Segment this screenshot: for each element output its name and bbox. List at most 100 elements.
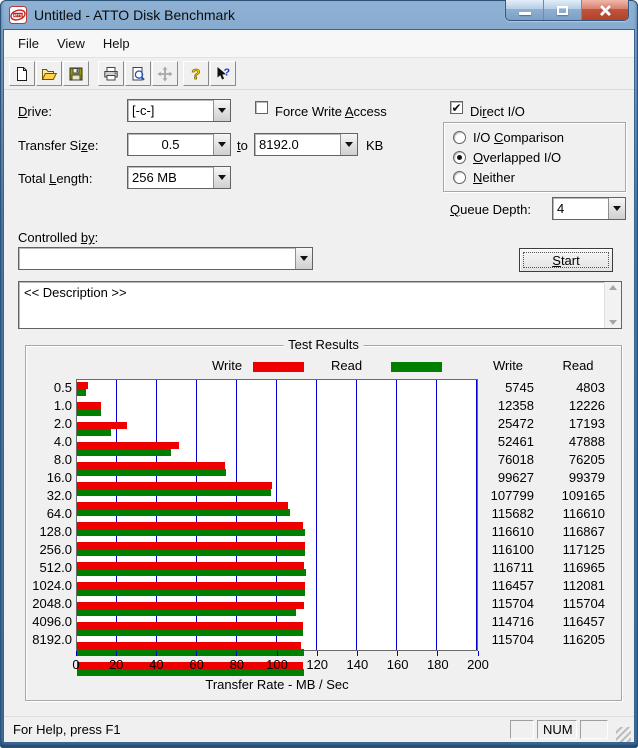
menubar: File View Help (4, 30, 634, 58)
io-comparison-radio[interactable] (453, 131, 466, 144)
read-value: 109165 (561, 488, 605, 503)
write-value-column: 5745 12358 25472 52461 76018 99627 107799 11568… (446, 379, 534, 649)
plot-row (77, 542, 477, 560)
move-arrows-icon (157, 66, 173, 81)
scroll-up-icon (609, 285, 617, 290)
menu-view[interactable]: View (56, 36, 85, 51)
read-bar (77, 409, 101, 416)
force-write-access-checkbox[interactable] (255, 101, 268, 114)
app-icon: ATTO (9, 6, 27, 24)
x-tick-mark (115, 651, 117, 656)
neither-label: Neither (473, 170, 515, 185)
x-tick-label: 160 (386, 657, 409, 672)
print-button[interactable] (98, 61, 124, 86)
maximize-button[interactable] (544, 0, 582, 20)
row-label: 4096.0 (32, 614, 72, 629)
print-preview-button[interactable] (125, 61, 151, 86)
controlled-by-select[interactable] (18, 247, 313, 270)
write-bar (77, 582, 305, 589)
write-value: 5745 (505, 380, 534, 395)
transfer-size-from-value: 0.5 (161, 137, 180, 152)
x-tick-label: 100 (266, 657, 288, 672)
neither-radio[interactable] (453, 171, 466, 184)
legend-write-label: Write (212, 358, 243, 373)
maximize-icon (557, 5, 568, 15)
menu-help[interactable]: Help (102, 36, 130, 51)
row-label: 2.0 (53, 416, 72, 431)
plot-row (77, 482, 477, 500)
focus-rect (523, 252, 609, 268)
plot-row (77, 402, 477, 420)
x-tick-label: 40 (149, 657, 164, 672)
read-bar (77, 529, 305, 536)
drive-select[interactable]: [-c-] (127, 99, 231, 122)
read-bar (77, 389, 87, 396)
plot-row (77, 422, 477, 440)
read-value-column: 4803 12226 17193 47888 76205 99379 109165 11661… (537, 379, 605, 649)
read-bar (77, 509, 291, 516)
read-bar (77, 649, 305, 656)
description-box[interactable]: << Description >> (18, 281, 622, 329)
queue-depth-dropdown-arrow[interactable] (608, 198, 625, 219)
row-label: 1.0 (53, 398, 72, 413)
transfer-to-dropdown-arrow[interactable] (340, 134, 357, 155)
read-column-header: Read (562, 358, 594, 373)
queue-depth-label: Queue Depth: (450, 202, 531, 217)
description-scrollbar[interactable] (604, 282, 621, 328)
chevron-down-icon (345, 142, 353, 147)
svg-text:?: ? (224, 66, 230, 78)
transfer-size-to-select[interactable]: 8192.0 (254, 133, 358, 156)
status-panel-scrl (580, 720, 608, 739)
total-length-dropdown-arrow[interactable] (213, 167, 230, 188)
print-preview-icon (132, 66, 145, 80)
help-icon: ? (191, 66, 201, 82)
plot-row (77, 442, 477, 460)
close-button[interactable] (582, 0, 628, 20)
plot-row (77, 642, 477, 660)
drive-dropdown-arrow[interactable] (213, 100, 230, 121)
row-label: 512.0 (39, 560, 72, 575)
transfer-size-from-select[interactable]: 0.5 (127, 133, 231, 156)
controlled-by-label: Controlled by: (18, 230, 99, 245)
write-bar (77, 502, 288, 509)
x-tick-mark (155, 651, 157, 656)
window-title: Untitled - ATTO Disk Benchmark (34, 7, 235, 23)
description-text: << Description >> (24, 285, 127, 300)
caption-buttons (505, 0, 629, 21)
legend-write-swatch (253, 362, 304, 372)
read-bar (77, 449, 171, 456)
statusbar: For Help, press F1 NUM (4, 716, 634, 742)
read-value: 47888 (568, 434, 605, 449)
open-button[interactable] (36, 61, 62, 86)
menu-file[interactable]: File (18, 36, 39, 51)
context-help-button[interactable]: ? (210, 61, 236, 86)
move-button[interactable] (152, 61, 178, 86)
x-axis: 0 20 40 60 80 100 120 140 160 180 200 (72, 651, 489, 677)
new-button[interactable] (9, 61, 35, 86)
resize-grip[interactable] (616, 727, 631, 742)
save-button[interactable] (63, 61, 89, 86)
write-value: 115704 (491, 596, 534, 611)
total-length-label: Total Length: (18, 171, 93, 186)
start-button[interactable]: Start (519, 248, 613, 272)
row-label-column: 0.5 1.0 2.0 4.0 8.0 16.0 32.0 64.0 128.0 256.0 512… (26, 379, 72, 649)
minimize-button[interactable] (506, 0, 544, 20)
minimize-icon (518, 12, 531, 15)
total-length-select[interactable]: 256 MB (127, 166, 231, 189)
controlled-by-dropdown-arrow[interactable] (295, 248, 312, 269)
row-label: 32.0 (46, 488, 72, 503)
transfer-from-dropdown-arrow[interactable] (213, 134, 230, 155)
help-button[interactable]: ? (183, 61, 209, 86)
write-value: 25472 (497, 416, 534, 431)
read-bar (77, 549, 306, 556)
write-bar (77, 542, 305, 549)
plot-row (77, 462, 477, 480)
row-label: 256.0 (39, 542, 72, 557)
x-tick-label: 200 (467, 657, 489, 672)
chevron-down-icon (218, 175, 226, 180)
queue-depth-select[interactable]: 4 (552, 197, 626, 220)
test-results-title: Test Results (283, 337, 364, 352)
overlapped-io-radio[interactable] (453, 151, 466, 164)
direct-io-checkbox[interactable]: ✔ (450, 101, 463, 114)
